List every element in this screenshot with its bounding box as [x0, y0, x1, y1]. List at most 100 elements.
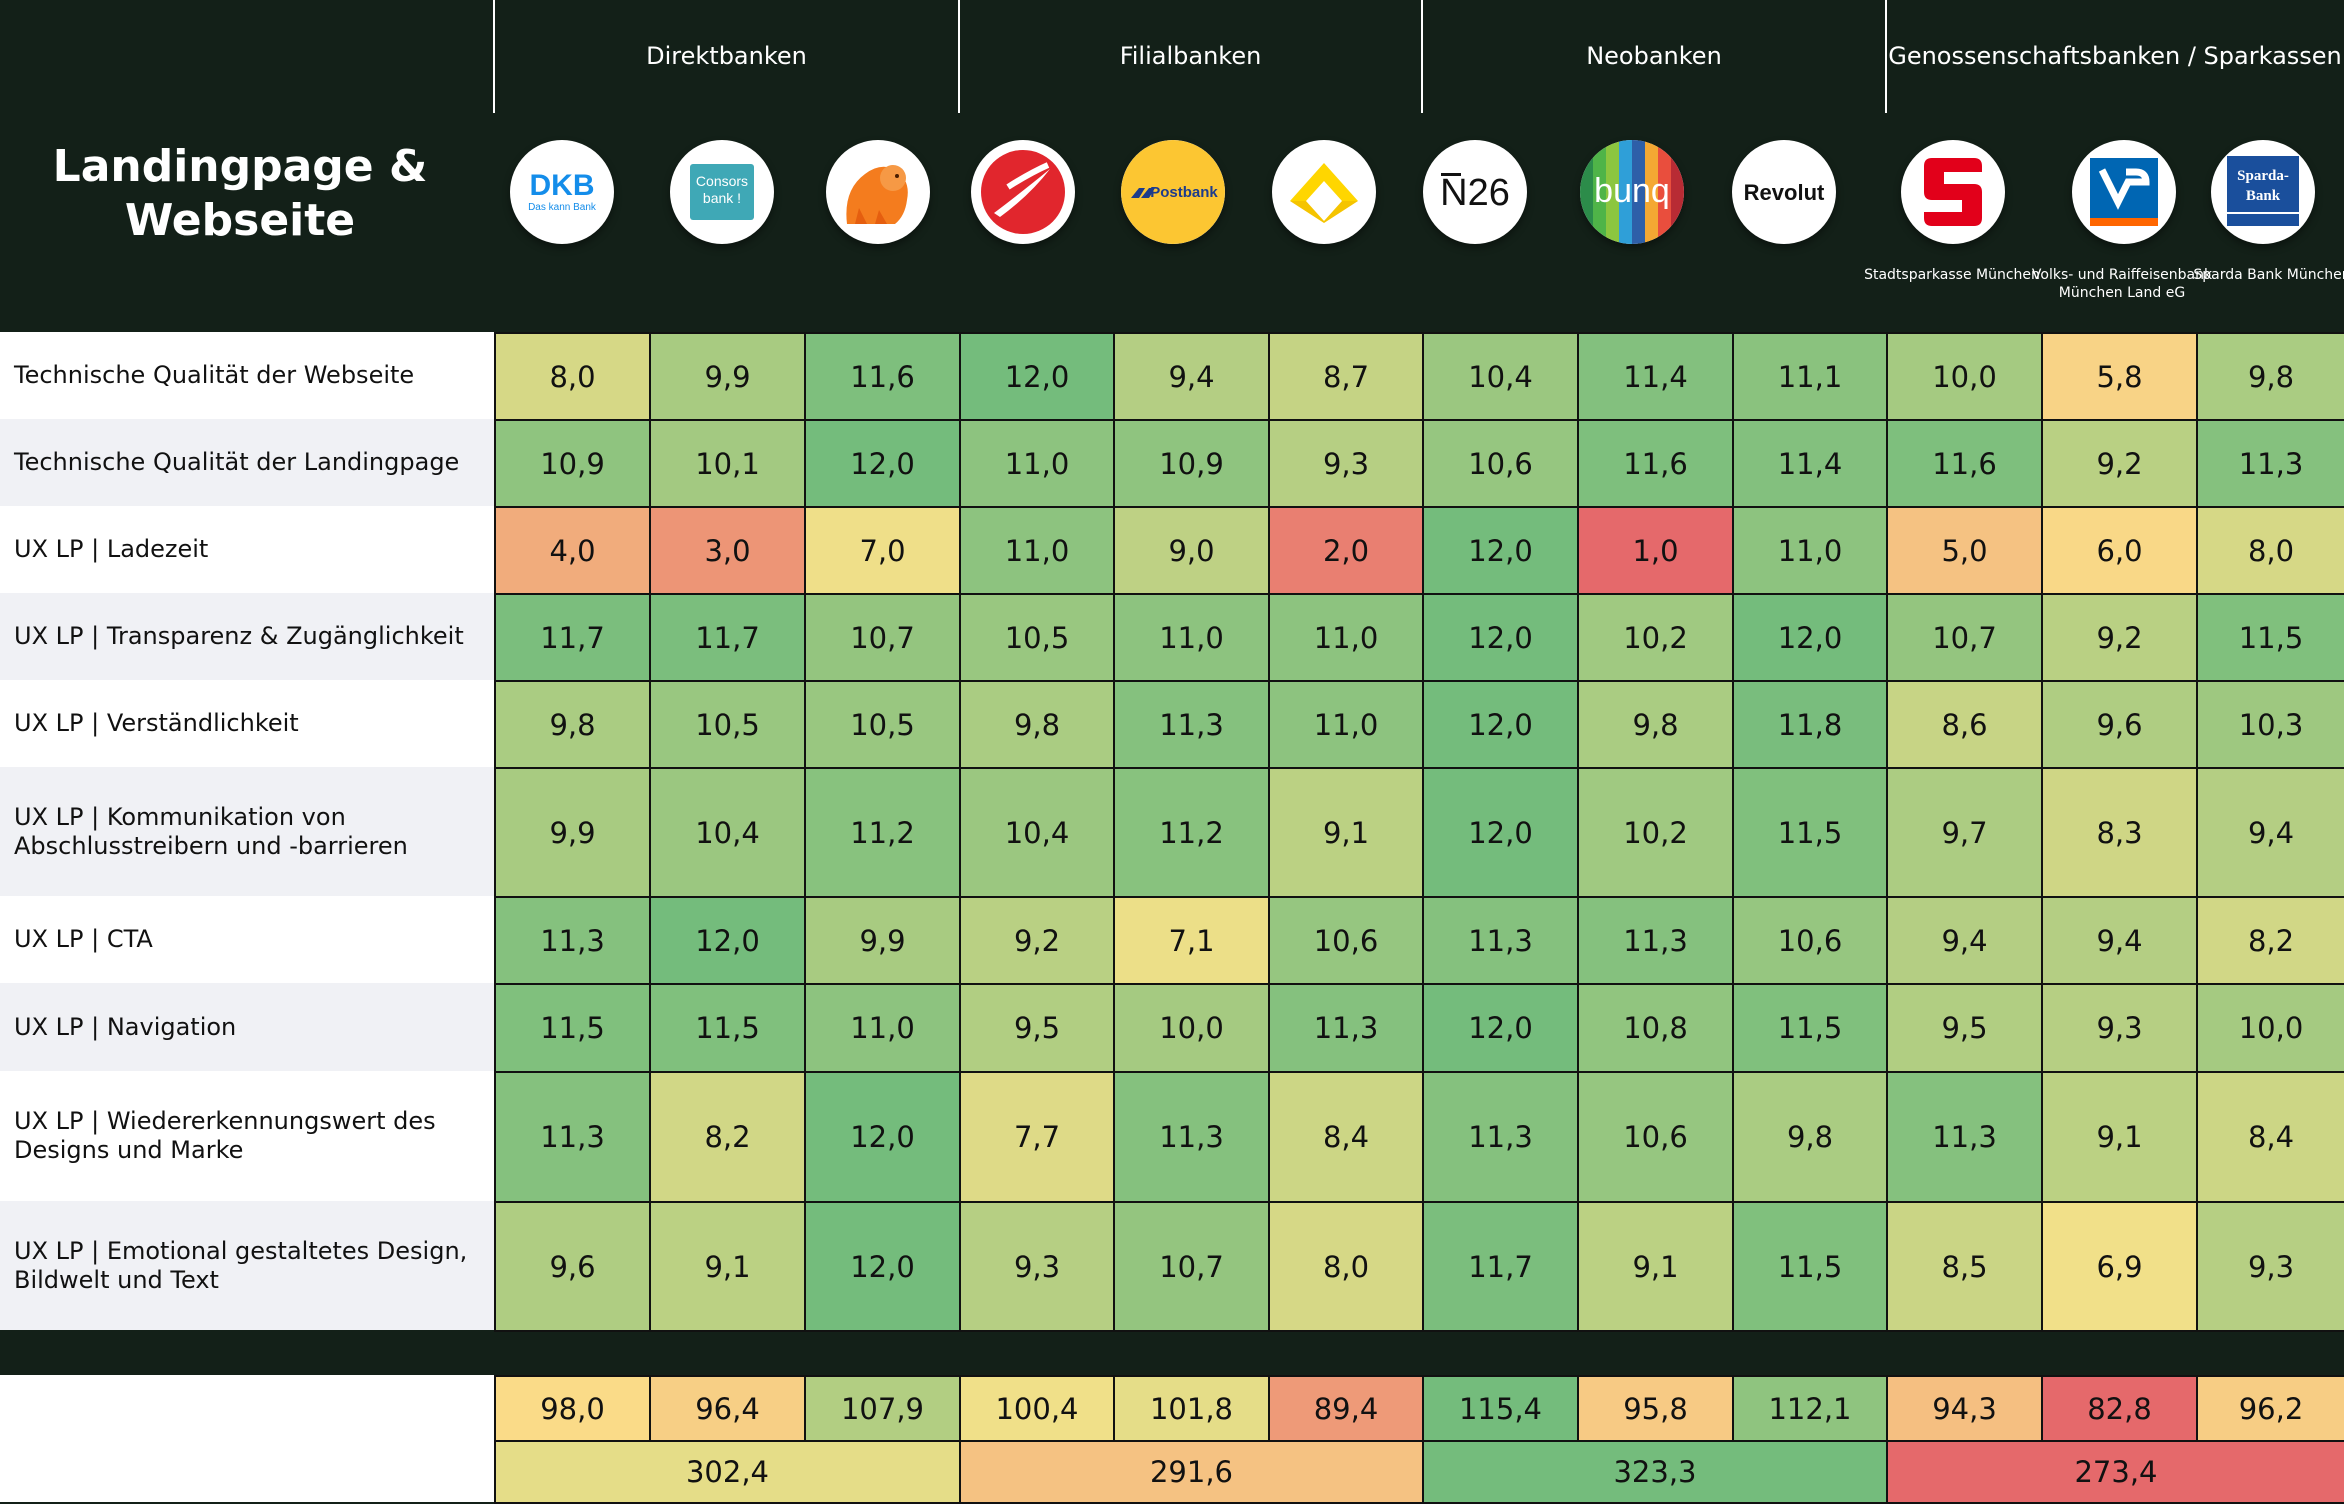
- group-label-1: Filialbanken: [1119, 42, 1262, 70]
- heatmap-cell: 12,0: [804, 1071, 961, 1203]
- postbank-logo: Postbank: [1121, 140, 1225, 244]
- heatmap-cell: 9,9: [804, 896, 961, 985]
- heatmap-cell: 9,4: [2041, 896, 2198, 985]
- heatmap-cell: 9,7: [1886, 767, 2043, 898]
- heatmap-cell: 9,6: [494, 1201, 651, 1332]
- heatmap-cell: 9,3: [2196, 1201, 2344, 1332]
- heatmap-cell: 9,8: [1732, 1071, 1888, 1203]
- heatmap-cell: 10,0: [1886, 332, 2043, 421]
- heatmap-cell: 12,0: [1422, 680, 1579, 769]
- total-cell: 107,9: [804, 1375, 961, 1442]
- heatmap-cell: 5,8: [2041, 332, 2198, 421]
- heatmap-cell: 12,0: [1422, 506, 1579, 595]
- heatmap-cell: 8,3: [2041, 767, 2198, 898]
- heatmap-cell: 11,3: [1113, 1071, 1270, 1203]
- heatmap-cell: 8,0: [2196, 506, 2344, 595]
- heatmap-cell: 11,7: [1422, 1201, 1579, 1332]
- heatmap-cell: 9,5: [1886, 983, 2043, 1073]
- heatmap-cell: 4,0: [494, 506, 651, 595]
- group-total-cell: 323,3: [1422, 1440, 1888, 1504]
- bank-subtitle-10: Volks- und Raiffeisenbank München Land e…: [2031, 267, 2213, 301]
- group-label-0: Direktbanken: [646, 42, 807, 70]
- commerzbank-logo: [1272, 140, 1376, 244]
- heatmap-cell: 12,0: [1422, 983, 1579, 1073]
- group-label-3: Genossenschaftsbanken / Sparkassen: [1888, 42, 2342, 70]
- heatmap-cell: 9,4: [2196, 767, 2344, 898]
- heatmap-cell: 11,6: [1577, 419, 1734, 508]
- heatmap-cell: 6,9: [2041, 1201, 2198, 1332]
- heatmap-cell: 8,4: [1268, 1071, 1424, 1203]
- total-cell: 112,1: [1732, 1375, 1888, 1442]
- heatmap-cell: 11,3: [494, 896, 651, 985]
- svg-text:N26: N26: [1440, 172, 1510, 214]
- heatmap-cell: 12,0: [804, 419, 961, 508]
- heatmap-cell: 12,0: [1422, 593, 1579, 682]
- heatmap-cell: 9,1: [649, 1201, 806, 1332]
- heatmap-cell: 9,8: [959, 680, 1115, 769]
- heatmap-cell: 10,4: [959, 767, 1115, 898]
- heatmap-cell: 12,0: [804, 1201, 961, 1332]
- group-separator: [493, 0, 495, 113]
- heatmap-cell: 11,0: [1268, 593, 1424, 682]
- heatmap-cell: 11,7: [649, 593, 806, 682]
- heatmap-cell: 9,1: [1577, 1201, 1734, 1332]
- heatmap-cell: 9,3: [1268, 419, 1424, 508]
- heatmap-cell: 10,2: [1577, 767, 1734, 898]
- heatmap-cell: 11,0: [1732, 506, 1888, 595]
- heatmap-cell: 10,7: [1113, 1201, 1270, 1332]
- heatmap-cell: 11,2: [1113, 767, 1270, 898]
- group-label-2: Neobanken: [1586, 42, 1722, 70]
- heatmap-cell: 11,0: [959, 419, 1115, 508]
- row-label: UX LP | Transparenz & Zugänglichkeit: [0, 593, 494, 680]
- heatmap-cell: 10,7: [804, 593, 961, 682]
- heatmap-cell: 11,3: [1886, 1071, 2043, 1203]
- heatmap-cell: 8,2: [2196, 896, 2344, 985]
- total-cell: 89,4: [1268, 1375, 1424, 1442]
- group-separator: [958, 0, 960, 113]
- chart-title: Landingpage & Webseite: [52, 141, 428, 246]
- heatmap-cell: 8,2: [649, 1071, 806, 1203]
- heatmap-cell: 11,2: [804, 767, 961, 898]
- row-label: Technische Qualität der Landingpage: [0, 419, 494, 506]
- heatmap-cell: 10,0: [1113, 983, 1270, 1073]
- heatmap-cell: 11,5: [494, 983, 651, 1073]
- heatmap-cell: 9,9: [494, 767, 651, 898]
- group-total-cell: 291,6: [959, 1440, 1424, 1504]
- heatmap-cell: 9,8: [2196, 332, 2344, 421]
- total-cell: 96,4: [649, 1375, 806, 1442]
- heatmap-cell: 8,5: [1886, 1201, 2043, 1332]
- totals-label-blank: [0, 1375, 494, 1502]
- heatmap-cell: 10,0: [2196, 983, 2344, 1073]
- unicredit-logo: [971, 140, 1075, 244]
- heatmap-cell: 11,5: [1732, 983, 1888, 1073]
- bank-subtitle-9: Stadtsparkasse München: [1864, 267, 2040, 283]
- svg-text:Bank: Bank: [2246, 188, 2281, 204]
- heatmap-cell: 11,5: [1732, 1201, 1888, 1332]
- heatmap-cell: 10,8: [1577, 983, 1734, 1073]
- total-cell: 115,4: [1422, 1375, 1579, 1442]
- volksbank-logo: [2072, 140, 2176, 244]
- heatmap-cell: 1,0: [1577, 506, 1734, 595]
- heatmap-cell: 12,0: [649, 896, 806, 985]
- heatmap-cell: 9,4: [1886, 896, 2043, 985]
- dkb-logo: DKB Das kann Bank: [510, 140, 614, 244]
- heatmap-cell: 11,5: [649, 983, 806, 1073]
- heatmap-cell: 11,3: [1577, 896, 1734, 985]
- heatmap-cell: 11,3: [494, 1071, 651, 1203]
- heatmap-cell: 11,3: [1268, 983, 1424, 1073]
- heatmap-cell: 8,0: [1268, 1201, 1424, 1332]
- heatmap-cell: 11,5: [1732, 767, 1888, 898]
- heatmap-cell: 11,3: [1422, 1071, 1579, 1203]
- heatmap-cell: 12,0: [959, 332, 1115, 421]
- heatmap-cell: 10,7: [1886, 593, 2043, 682]
- heatmap-cell: 11,4: [1732, 419, 1888, 508]
- group-total-cell: 273,4: [1886, 1440, 2344, 1504]
- heatmap-cell: 11,0: [1268, 680, 1424, 769]
- heatmap-cell: 11,1: [1732, 332, 1888, 421]
- heatmap-cell: 9,3: [2041, 983, 2198, 1073]
- row-label: UX LP | Ladezeit: [0, 506, 494, 593]
- heatmap-cell: 11,3: [1113, 680, 1270, 769]
- heatmap-cell: 10,6: [1577, 1071, 1734, 1203]
- heatmap-cell: 10,5: [959, 593, 1115, 682]
